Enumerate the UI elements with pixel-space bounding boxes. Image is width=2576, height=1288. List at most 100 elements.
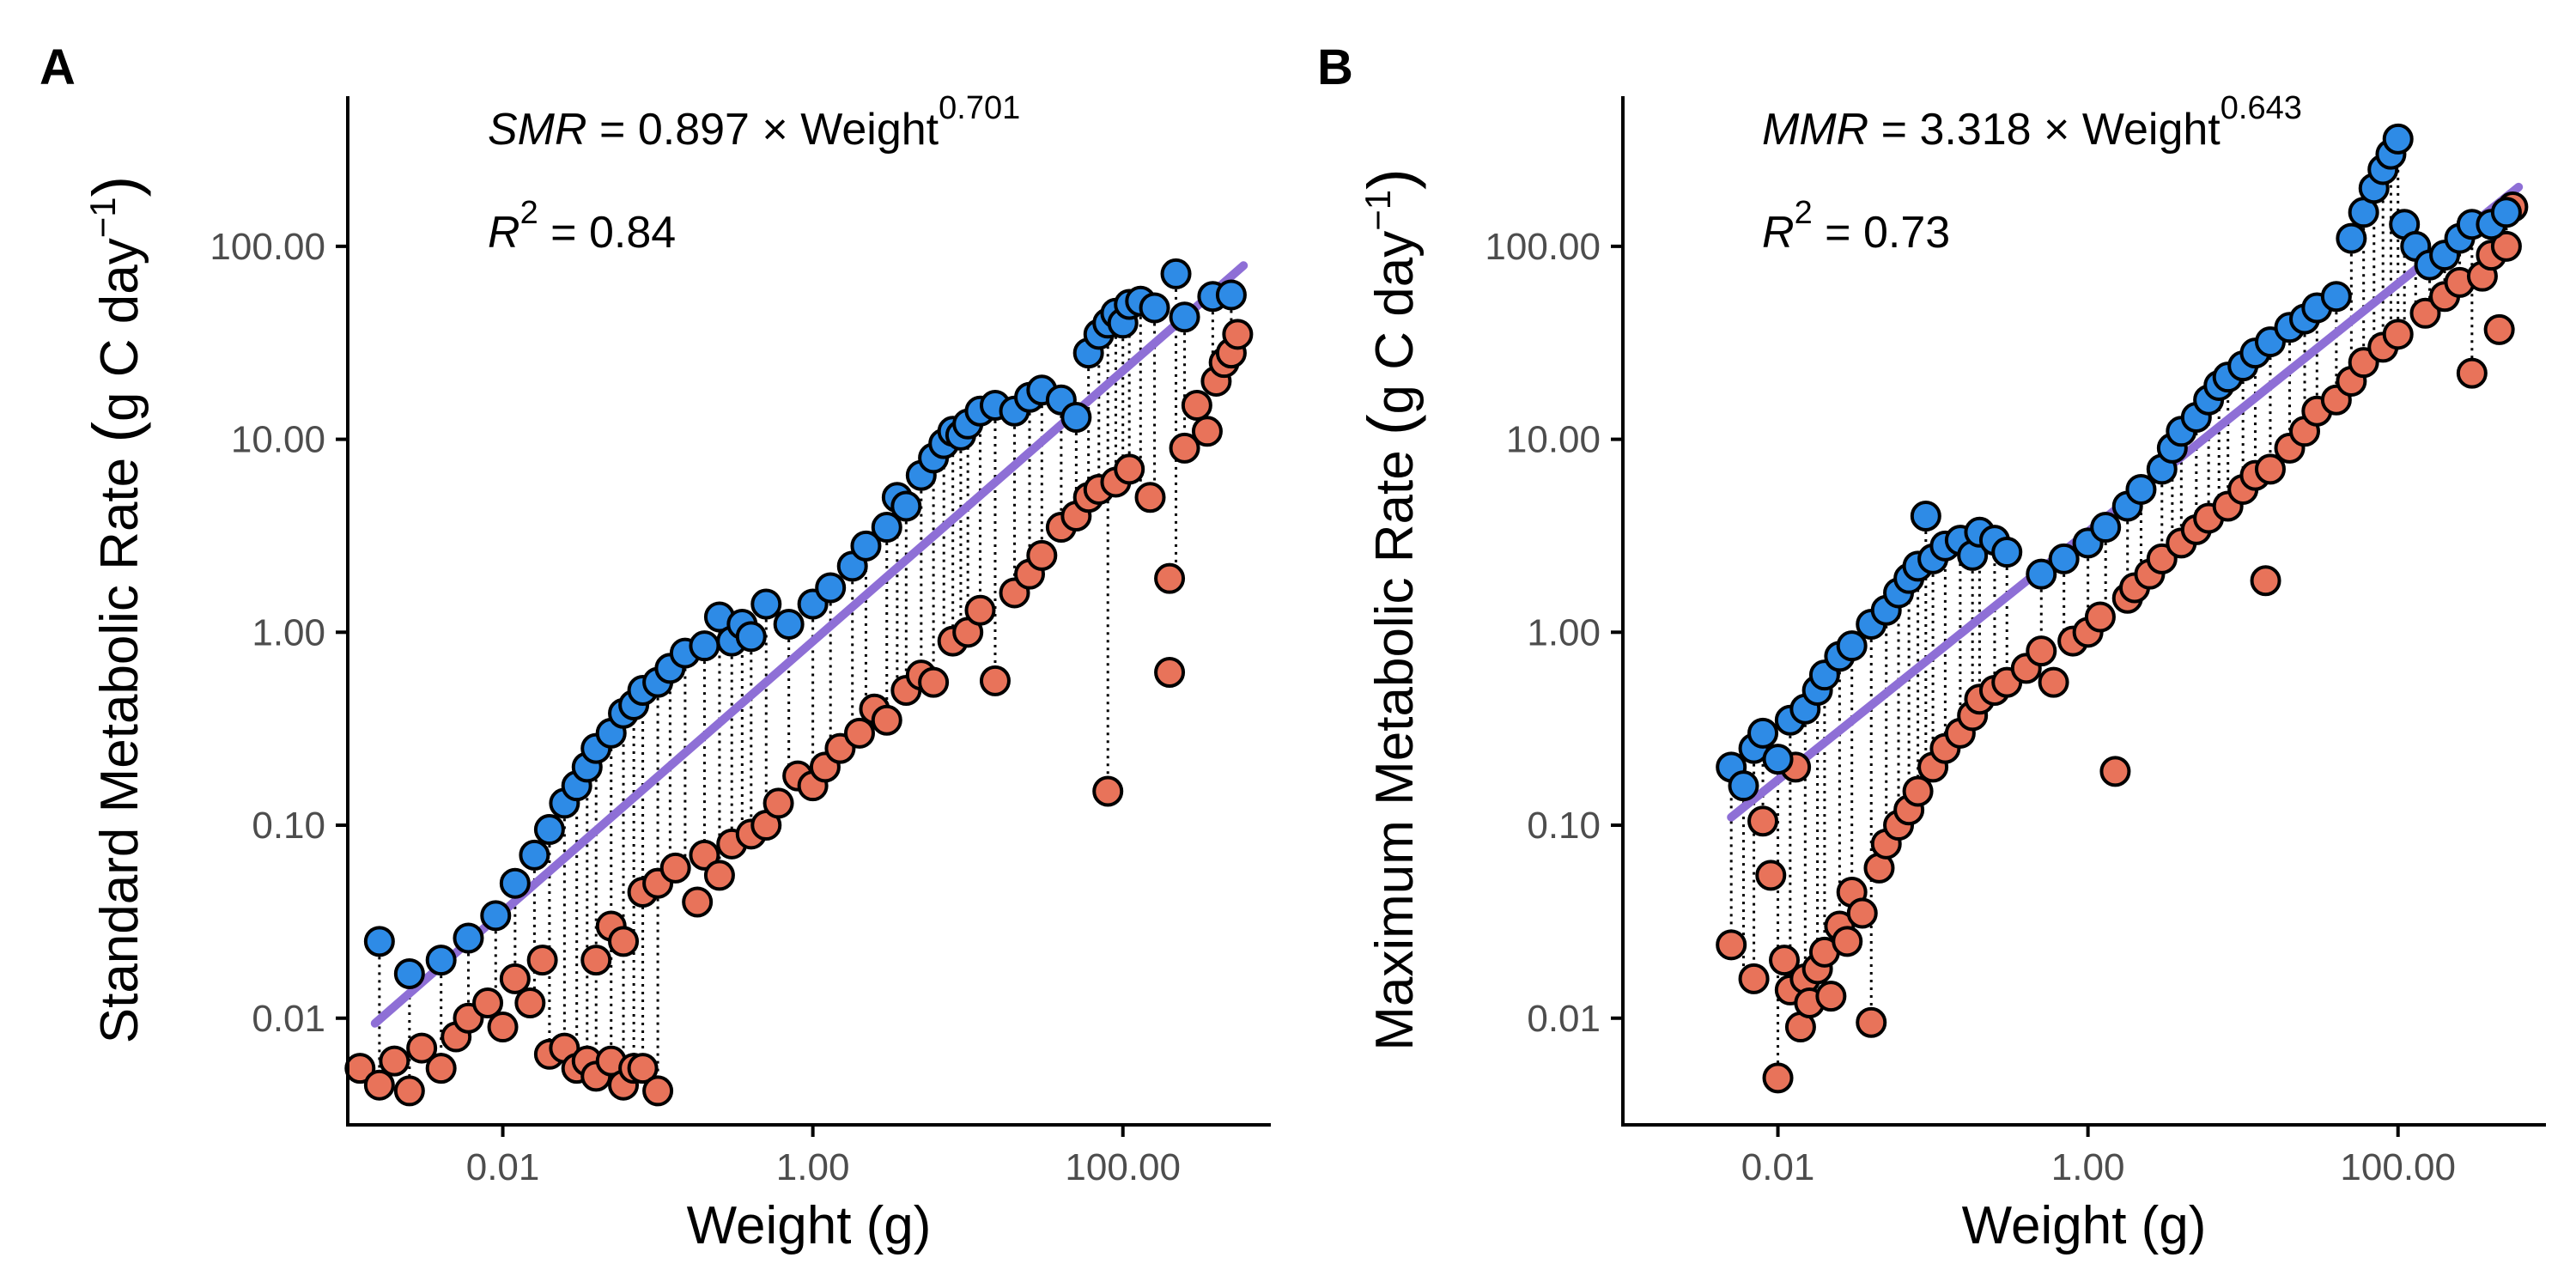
data-point-high <box>480 900 512 932</box>
data-point-low <box>682 886 714 918</box>
x-tick-label: 0.01 <box>466 1146 540 1188</box>
data-point-high <box>2026 558 2057 590</box>
y-tick-label: 10.00 <box>1506 419 1601 461</box>
y-title-open-paren: ( <box>80 422 151 443</box>
data-point-low <box>1114 453 1145 485</box>
equation: MMR = 3.318 × Weight0.643 <box>1762 90 2302 155</box>
data-point-low <box>1191 416 1223 447</box>
data-point-low <box>1154 562 1186 594</box>
y-title-close-paren: ) <box>1355 168 1426 190</box>
data-point-low <box>608 926 640 957</box>
data-point-high <box>815 572 847 604</box>
r-squared-value: = 0.73 <box>1813 208 1950 258</box>
series-high-points <box>1716 123 2522 802</box>
data-point-high <box>735 621 767 653</box>
data-point-high <box>1169 301 1200 333</box>
data-point-low <box>2026 635 2057 667</box>
data-point-low <box>979 665 1011 696</box>
data-point-high <box>850 530 882 562</box>
x-tick-label: 100.00 <box>2340 1146 2456 1188</box>
data-point-high <box>871 512 902 544</box>
data-point-low <box>689 839 720 871</box>
y-tick-label: 100.00 <box>210 226 325 268</box>
data-point-high <box>1747 717 1779 749</box>
data-point-high <box>1836 630 1868 662</box>
y-title-unit-exponent: −1 <box>1358 190 1398 231</box>
r-squared-exponent: 2 <box>520 195 538 231</box>
data-point-low <box>2382 319 2414 350</box>
data-point-high <box>2048 543 2080 574</box>
equation-symbol: SMR <box>488 105 587 155</box>
equation-exponent: 0.643 <box>2221 90 2302 126</box>
data-point-high <box>2320 281 2352 313</box>
data-point-high <box>750 588 782 620</box>
data-point-low <box>514 987 546 1018</box>
y-title-unit-exponent: −1 <box>82 197 123 238</box>
r-squared-value: = 0.84 <box>538 208 676 258</box>
data-point-high <box>1215 279 1247 311</box>
y-title-open-paren: ( <box>1355 414 1426 435</box>
y-axis-title: Maximum Metabolic Rate (g C day−1) <box>1355 168 1426 1051</box>
equation-body: = 0.897 × Weight <box>587 105 939 155</box>
data-point-low <box>2409 297 2441 329</box>
x-ticks: 0.01 1.00 100.00 <box>466 1125 1181 1188</box>
data-point-low <box>2038 666 2069 698</box>
data-point-low <box>1846 897 1878 929</box>
data-point-low <box>1026 539 1058 571</box>
y-tick-label: 0.01 <box>252 998 325 1040</box>
data-point-low <box>762 787 794 819</box>
data-point-high <box>1728 770 1759 802</box>
data-point-low <box>2099 756 2131 787</box>
data-point-low <box>379 1045 410 1077</box>
data-point-low <box>363 1069 395 1101</box>
y-title-unit: g C day <box>1365 231 1425 415</box>
data-point-high <box>393 957 425 989</box>
data-point-low <box>1092 775 1124 807</box>
data-point-low <box>964 594 996 626</box>
data-point-high <box>425 945 457 976</box>
data-point-low <box>526 945 558 976</box>
data-point-low <box>406 1032 438 1064</box>
data-point-low <box>487 1012 519 1043</box>
r-squared-exponent: 2 <box>1795 195 1813 231</box>
data-point-low <box>499 963 531 994</box>
y-title-main: Maximum Metabolic Rate <box>1365 435 1425 1051</box>
axes <box>346 96 1271 1127</box>
r-squared-symbol: R <box>1762 208 1795 258</box>
data-point-high <box>2090 512 2122 544</box>
data-point-low <box>627 1053 659 1084</box>
data-point-low <box>1815 981 1847 1012</box>
equation-exponent: 0.701 <box>939 90 1020 126</box>
data-point-high <box>1991 537 2023 568</box>
panel-a: A 0.01 1.00 100.00 0.01 0.10 1.00 10.00 100.00… <box>39 39 1271 1255</box>
data-point-high <box>1160 258 1192 289</box>
data-point-high <box>890 490 922 522</box>
data-point-low <box>1154 656 1186 688</box>
data-point-low <box>918 666 950 698</box>
x-tick-label: 100.00 <box>1065 1146 1181 1188</box>
data-point-high <box>1762 744 1794 775</box>
data-point-low <box>580 945 612 976</box>
y-title-unit: g C day <box>90 238 149 422</box>
data-point-low <box>1769 945 1801 976</box>
y-tick-label: 100.00 <box>1485 226 1601 268</box>
y-title-close-paren: ) <box>80 176 151 197</box>
data-point-low <box>1755 860 1787 891</box>
data-point-low <box>2250 565 2281 597</box>
data-point-low <box>843 717 875 749</box>
data-point-high <box>1060 401 1092 433</box>
equation: SMR = 0.897 × Weight0.701 <box>488 90 1020 155</box>
data-point-high <box>2336 222 2367 254</box>
r-squared-symbol: R <box>488 208 520 258</box>
data-point-high <box>499 867 531 899</box>
data-point-low <box>703 860 735 891</box>
series-high-points <box>363 258 1247 989</box>
x-tick-label: 0.01 <box>1741 1146 1815 1188</box>
data-point-low <box>1747 805 1779 837</box>
data-point-low <box>425 1053 457 1084</box>
data-point-low <box>1832 926 1863 957</box>
y-tick-label: 0.10 <box>252 805 325 847</box>
data-point-high <box>1910 501 1941 532</box>
data-point-high <box>2382 123 2414 155</box>
